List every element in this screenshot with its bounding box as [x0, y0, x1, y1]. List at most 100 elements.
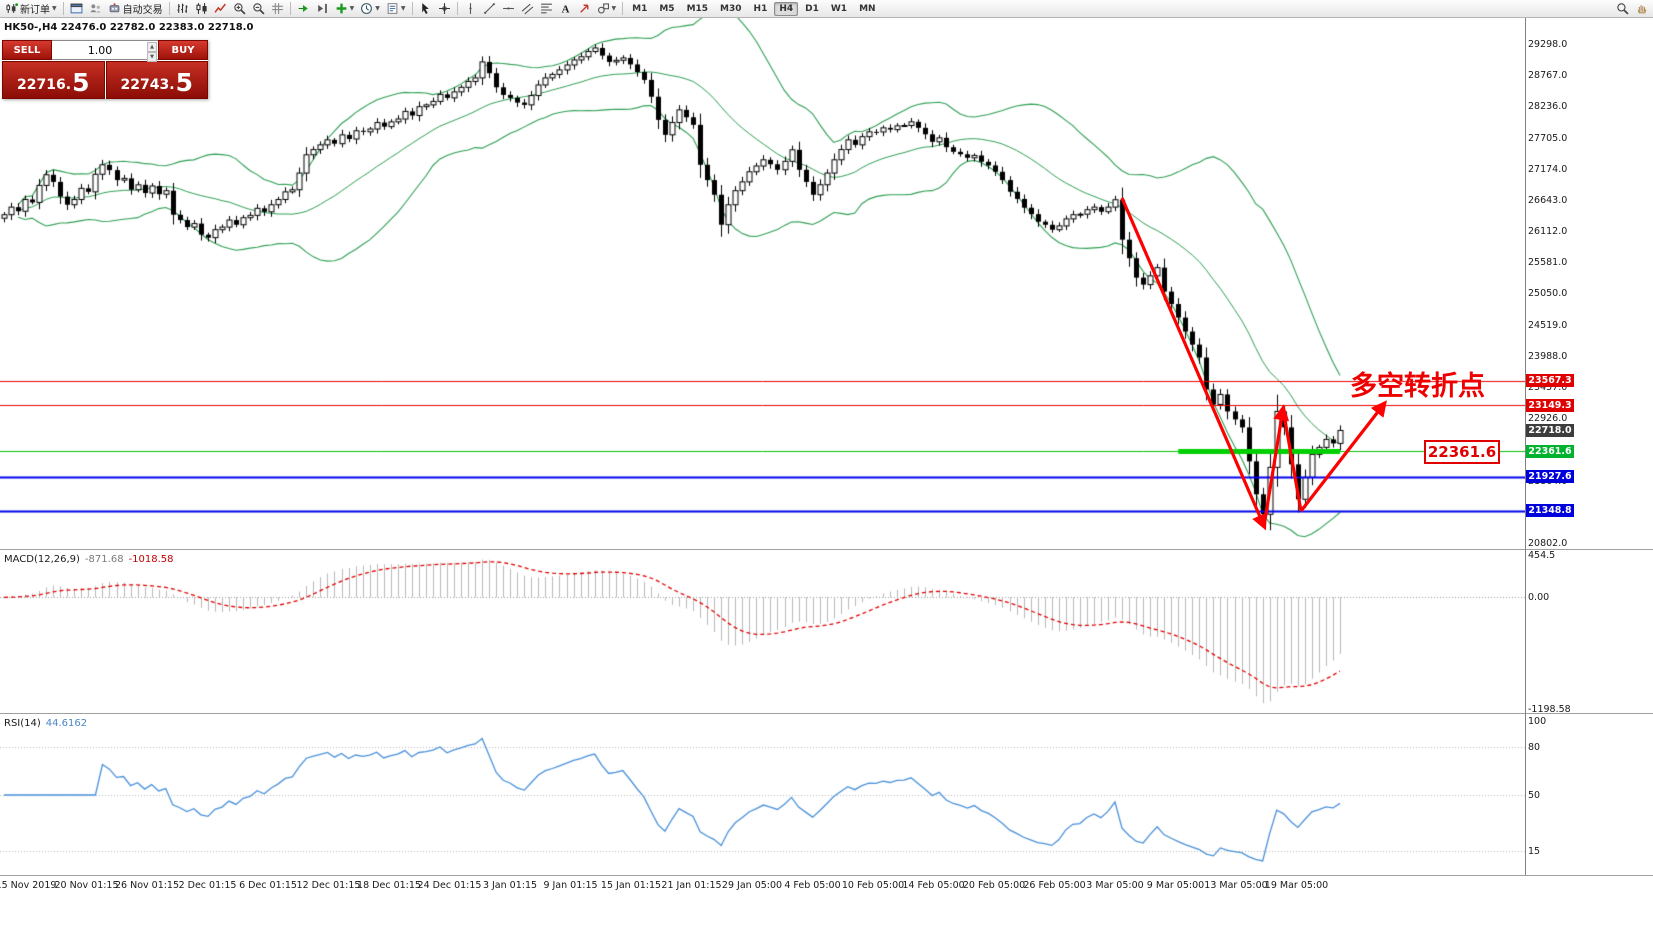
- bars-button[interactable]: [173, 0, 192, 18]
- sell-price-big-digit: 5: [72, 68, 90, 97]
- toolbar-separator: [456, 2, 458, 15]
- rsi-label: RSI(14) 44.6162: [4, 718, 87, 729]
- timeframe-d1-button[interactable]: D1: [805, 3, 819, 14]
- price-axis-label: 26643.0: [1528, 194, 1568, 206]
- cursor-icon: [419, 2, 432, 15]
- auto-scroll-button[interactable]: [294, 0, 313, 18]
- text-button[interactable]: A: [556, 0, 575, 18]
- vertical-line-button[interactable]: [461, 0, 480, 18]
- timeframe-m1-button[interactable]: M1: [632, 3, 648, 14]
- price-tag: 21927.6: [1526, 470, 1574, 484]
- crosshair-button[interactable]: [435, 0, 454, 18]
- sell-price-panel[interactable]: 22716. 5: [2, 61, 105, 99]
- panel-separator[interactable]: [0, 549, 1653, 551]
- price-axis-label: 25581.0: [1528, 257, 1568, 269]
- line-chart-icon: [214, 2, 227, 15]
- turning-point-annotation-text[interactable]: 多空转折点: [1350, 371, 1485, 402]
- price-tag: 23567.3: [1526, 374, 1574, 388]
- periods-button[interactable]: ▼: [357, 0, 383, 18]
- price-callout-box[interactable]: 22361.6: [1424, 440, 1500, 464]
- chart-shift-button[interactable]: [313, 0, 332, 18]
- price-axis-label: 22926.0: [1528, 413, 1568, 425]
- volume-spinner[interactable]: ▲ ▼: [147, 42, 157, 62]
- sell-button[interactable]: SELL: [2, 40, 52, 60]
- templates-icon: [386, 2, 399, 15]
- time-axis-label: 29 Jan 05:00: [721, 880, 783, 891]
- buy-price-panel[interactable]: 22743. 5: [105, 61, 208, 99]
- rsi-scale-label: 100: [1528, 716, 1547, 727]
- new-order-button[interactable]: 新订单 ▼: [2, 0, 60, 18]
- time-axis-label: 9 Jan 01:15: [543, 880, 598, 891]
- price-axis-border: [1525, 18, 1526, 875]
- trendline-button[interactable]: [480, 0, 499, 18]
- toolbar-separator: [168, 2, 170, 15]
- volume-field[interactable]: ▲▼: [52, 40, 158, 62]
- rsi-title: RSI(14): [4, 718, 41, 729]
- zoom-out-icon: [252, 2, 265, 15]
- chevron-down-icon: ▼: [52, 5, 57, 12]
- chart-window-button[interactable]: [67, 0, 86, 18]
- price-axis-label: 26112.0: [1528, 226, 1568, 238]
- price-axis-label: 24519.0: [1528, 319, 1568, 331]
- buy-price: 22743.: [120, 77, 175, 93]
- time-axis-label: 14 Feb 05:00: [902, 880, 965, 891]
- timeframe-h4-button[interactable]: H4: [774, 1, 799, 16]
- toolbar: 新订单 ▼ 自动交易 ▼ ▼ ▼ A ▼ M1 M5 M15 M30 H1 H4 D1 W1 MN: [0, 0, 1653, 18]
- timeframe-m30-button[interactable]: M30: [720, 3, 742, 14]
- macd-panel-canvas[interactable]: [0, 551, 1525, 713]
- time-axis-label: 2 Dec 01:15: [178, 880, 237, 891]
- timeframe-h1-button[interactable]: H1: [753, 3, 768, 14]
- arrows-icon: [578, 2, 591, 15]
- price-tag: 22718.0: [1526, 423, 1574, 437]
- search-button[interactable]: [1613, 0, 1632, 18]
- one-click-trading-widget: SELL ▲▼ BUY 22716.5 22743.5: [2, 40, 208, 99]
- fibonacci-button[interactable]: [537, 0, 556, 18]
- rsi-scale-label: 50: [1528, 790, 1541, 801]
- chevron-down-icon: ▼: [349, 5, 355, 12]
- time-axis-label: 4 Feb 05:00: [784, 880, 841, 891]
- candlesticks-button[interactable]: [192, 0, 211, 18]
- candlesticks-icon: [195, 2, 208, 15]
- time-axis-label: 19 Mar 05:00: [1264, 880, 1329, 891]
- zoom-in-button[interactable]: [230, 0, 249, 18]
- autotrade-button[interactable]: 自动交易: [105, 0, 166, 18]
- volume-up-icon[interactable]: ▲: [147, 42, 157, 52]
- zoom-out-button[interactable]: [249, 0, 268, 18]
- templates-button[interactable]: ▼: [383, 0, 409, 18]
- grid-button[interactable]: [268, 0, 287, 18]
- timeframe-m15-button[interactable]: M15: [686, 3, 709, 14]
- periods-icon: [360, 2, 373, 15]
- profiles-button[interactable]: [86, 0, 105, 18]
- bars-icon: [176, 2, 189, 15]
- timeframe-mn-button[interactable]: MN: [859, 3, 876, 14]
- channel-button[interactable]: [518, 0, 537, 18]
- price-axis-label: 28767.0: [1528, 70, 1568, 82]
- line-chart-button[interactable]: [211, 0, 230, 18]
- time-axis-label: 26 Nov 01:15: [114, 880, 180, 891]
- rsi-value: 44.6162: [45, 718, 88, 729]
- indicators-add-button[interactable]: ▼: [332, 0, 358, 18]
- shapes-button[interactable]: ▼: [594, 0, 620, 18]
- price-tag: 22361.6: [1526, 444, 1574, 458]
- timeframe-m5-button[interactable]: M5: [659, 3, 675, 14]
- rsi-panel-canvas[interactable]: [0, 715, 1525, 875]
- toolbar-separator: [289, 2, 291, 15]
- pan-button[interactable]: [1632, 0, 1651, 18]
- time-axis-label: 18 Dec 01:15: [357, 880, 421, 891]
- time-axis-label: 15 Nov 2019: [0, 880, 57, 891]
- toolbar-separator: [62, 2, 64, 15]
- volume-input[interactable]: [52, 42, 158, 58]
- arrows-button[interactable]: [575, 0, 594, 18]
- cursor-button[interactable]: [416, 0, 435, 18]
- time-axis-label: 12 Dec 01:15: [296, 880, 361, 891]
- panel-separator[interactable]: [0, 713, 1653, 715]
- grid-icon: [271, 2, 284, 15]
- timeframe-w1-button[interactable]: W1: [830, 3, 848, 14]
- horizontal-line-button[interactable]: [499, 0, 518, 18]
- volume-down-icon[interactable]: ▼: [147, 52, 157, 62]
- auto-scroll-icon: [297, 2, 310, 15]
- symbol-ohlc-readout: HK50-,H4 22476.0 22782.0 22383.0 22718.0: [4, 22, 254, 33]
- main-chart-canvas[interactable]: [0, 18, 1525, 549]
- buy-button[interactable]: BUY: [158, 40, 208, 60]
- chart-window-icon: [70, 2, 83, 15]
